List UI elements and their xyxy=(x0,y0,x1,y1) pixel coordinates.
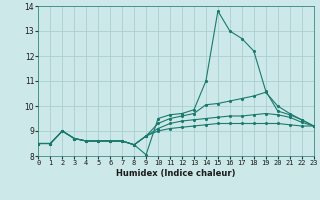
X-axis label: Humidex (Indice chaleur): Humidex (Indice chaleur) xyxy=(116,169,236,178)
